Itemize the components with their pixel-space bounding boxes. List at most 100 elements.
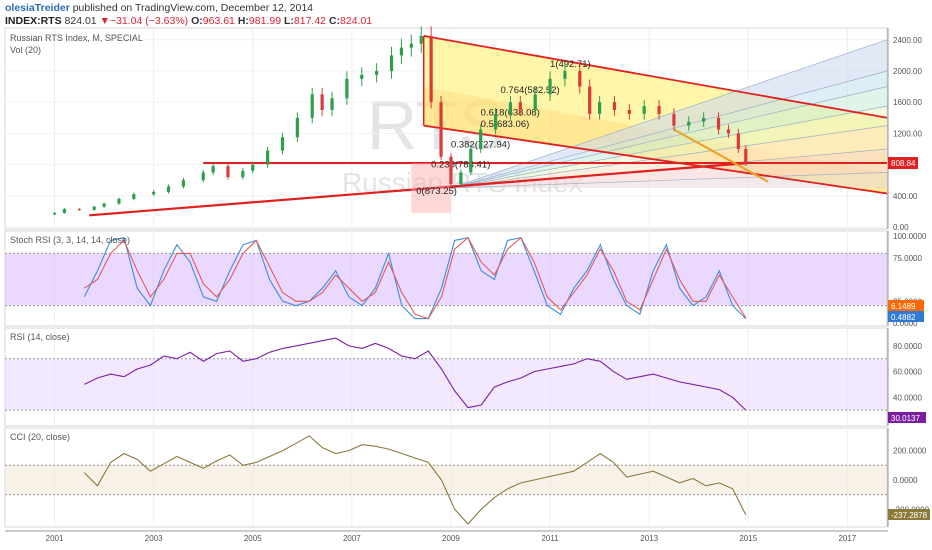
stoch-rsi-y-tick: 100.0000 bbox=[893, 232, 927, 241]
y-tick-label: 2400.00 bbox=[893, 36, 922, 45]
candle-body bbox=[92, 206, 96, 210]
close-label: C: bbox=[328, 15, 341, 27]
y-tick-label: 1200.00 bbox=[893, 129, 922, 138]
rsi-last-tag bbox=[888, 412, 926, 423]
x-tick-label: 2015 bbox=[739, 534, 757, 543]
last-price: 824.01 bbox=[64, 15, 97, 27]
candle-body bbox=[132, 194, 136, 199]
candle-body bbox=[320, 94, 324, 110]
cci-series-line-0 bbox=[83, 435, 747, 525]
rsi-y-tick: 60.0000 bbox=[893, 368, 922, 377]
candle-body bbox=[266, 150, 270, 165]
fib-fan-ray bbox=[450, 125, 888, 189]
symbol-label[interactable]: INDEX:RTS bbox=[5, 15, 62, 27]
main-pane-title: Russian RTS Index, M, SPECIAL bbox=[10, 33, 143, 43]
candle-body bbox=[702, 117, 706, 122]
candle-body bbox=[52, 212, 57, 215]
low-value: 817.42 bbox=[293, 15, 327, 27]
candle-body bbox=[280, 137, 285, 151]
y-tick-label: 1600.00 bbox=[893, 98, 922, 107]
candle-body bbox=[102, 203, 106, 207]
high-label: H: bbox=[237, 15, 249, 27]
candle-body bbox=[166, 186, 171, 192]
candle-body bbox=[399, 47, 404, 56]
candle-body bbox=[518, 102, 522, 110]
candle-body bbox=[469, 149, 473, 173]
stoch-last-tag bbox=[888, 300, 924, 311]
candle-body bbox=[211, 166, 215, 173]
candle-body bbox=[716, 117, 721, 130]
candle-body bbox=[533, 94, 537, 110]
x-tick-label: 2003 bbox=[145, 534, 163, 543]
candle-body bbox=[117, 198, 121, 204]
publish-text: published on TradingView.com, December 1… bbox=[69, 2, 314, 14]
candle-body bbox=[295, 117, 299, 138]
candle-body bbox=[588, 86, 592, 114]
candle-body bbox=[627, 110, 631, 114]
support-trendline bbox=[89, 161, 749, 217]
channel-top-line bbox=[423, 35, 888, 119]
stoch-rsi-series-line-0 bbox=[83, 237, 747, 320]
fib-level-label: 0.236(783.41) bbox=[431, 160, 490, 171]
x-tick-label: 2005 bbox=[244, 534, 262, 543]
fib-fan-ray bbox=[450, 172, 888, 189]
candle-body bbox=[409, 43, 413, 48]
fib-level-label: 0(873.25) bbox=[416, 186, 457, 197]
author-link[interactable]: olesiaTreider bbox=[5, 2, 70, 14]
candle-body bbox=[375, 71, 379, 75]
candle-body bbox=[251, 164, 255, 171]
x-tick-label: 2007 bbox=[343, 534, 361, 543]
fib-fan-ray bbox=[450, 70, 888, 189]
candle-body bbox=[310, 94, 314, 118]
cci-last-value: -237.2878 bbox=[891, 511, 928, 520]
stoch-last-value: 6.1489 bbox=[891, 302, 916, 311]
last-price-tag bbox=[888, 157, 918, 170]
fib-level-label: 0.764(582.52) bbox=[501, 85, 560, 96]
x-tick-label: 2001 bbox=[46, 534, 64, 543]
fib-fan-ray bbox=[450, 86, 888, 189]
publish-line: olesiaTreider published on TradingView.c… bbox=[5, 2, 372, 15]
candle-body bbox=[389, 55, 394, 71]
rsi-band bbox=[5, 358, 887, 411]
candle-body bbox=[563, 71, 567, 79]
candle-body bbox=[657, 106, 661, 114]
fib-fan-ray bbox=[450, 105, 888, 189]
chart-header: olesiaTreider published on TradingView.c… bbox=[5, 2, 372, 28]
candle-body bbox=[330, 98, 334, 110]
candle-body bbox=[62, 209, 67, 213]
rsi-series-line-0 bbox=[84, 337, 747, 411]
fib-level-label: 1(492.71) bbox=[550, 59, 591, 70]
x-tick-label: 2017 bbox=[838, 534, 856, 543]
price-change: ▼−31.04 (−3.63%) bbox=[99, 15, 189, 27]
last-price-text: 808.84 bbox=[891, 159, 916, 168]
candle-body bbox=[687, 121, 691, 126]
stoch-rsi-y-tick: 75.0000 bbox=[893, 254, 922, 263]
candle-body bbox=[419, 35, 423, 44]
x-tick-label: 2009 bbox=[442, 534, 460, 543]
rsi-last-value: 30.0137 bbox=[891, 414, 920, 423]
candle-body bbox=[736, 133, 740, 149]
x-tick-label: 2011 bbox=[541, 534, 559, 543]
stoch-last-tag bbox=[888, 311, 924, 322]
stoch-rsi-y-tick: 0.0000 bbox=[893, 319, 918, 328]
rsi-y-tick: 40.0000 bbox=[893, 393, 922, 402]
x-tick-label: 2013 bbox=[640, 534, 658, 543]
candle-body bbox=[672, 113, 676, 126]
candle-body bbox=[181, 180, 185, 187]
candle-body bbox=[360, 74, 364, 79]
candle-body bbox=[152, 191, 156, 195]
candle-body bbox=[508, 102, 513, 114]
cci-title: CCI (20, close) bbox=[10, 432, 70, 442]
candle-body bbox=[642, 106, 646, 114]
stoch-last-value: 0.4882 bbox=[891, 313, 916, 322]
channel-bottom-line bbox=[423, 124, 888, 195]
stoch-rsi-series-line-1 bbox=[83, 236, 747, 320]
rsi-y-tick: 80.0000 bbox=[893, 342, 922, 351]
stoch-rsi-title: Stoch RSI (3, 3, 14, 14, close) bbox=[10, 235, 130, 245]
candle-body bbox=[479, 129, 483, 149]
cci-last-tag bbox=[888, 509, 930, 520]
candle-body bbox=[449, 156, 453, 185]
retracement-box bbox=[411, 163, 451, 213]
candle-body bbox=[726, 129, 731, 134]
